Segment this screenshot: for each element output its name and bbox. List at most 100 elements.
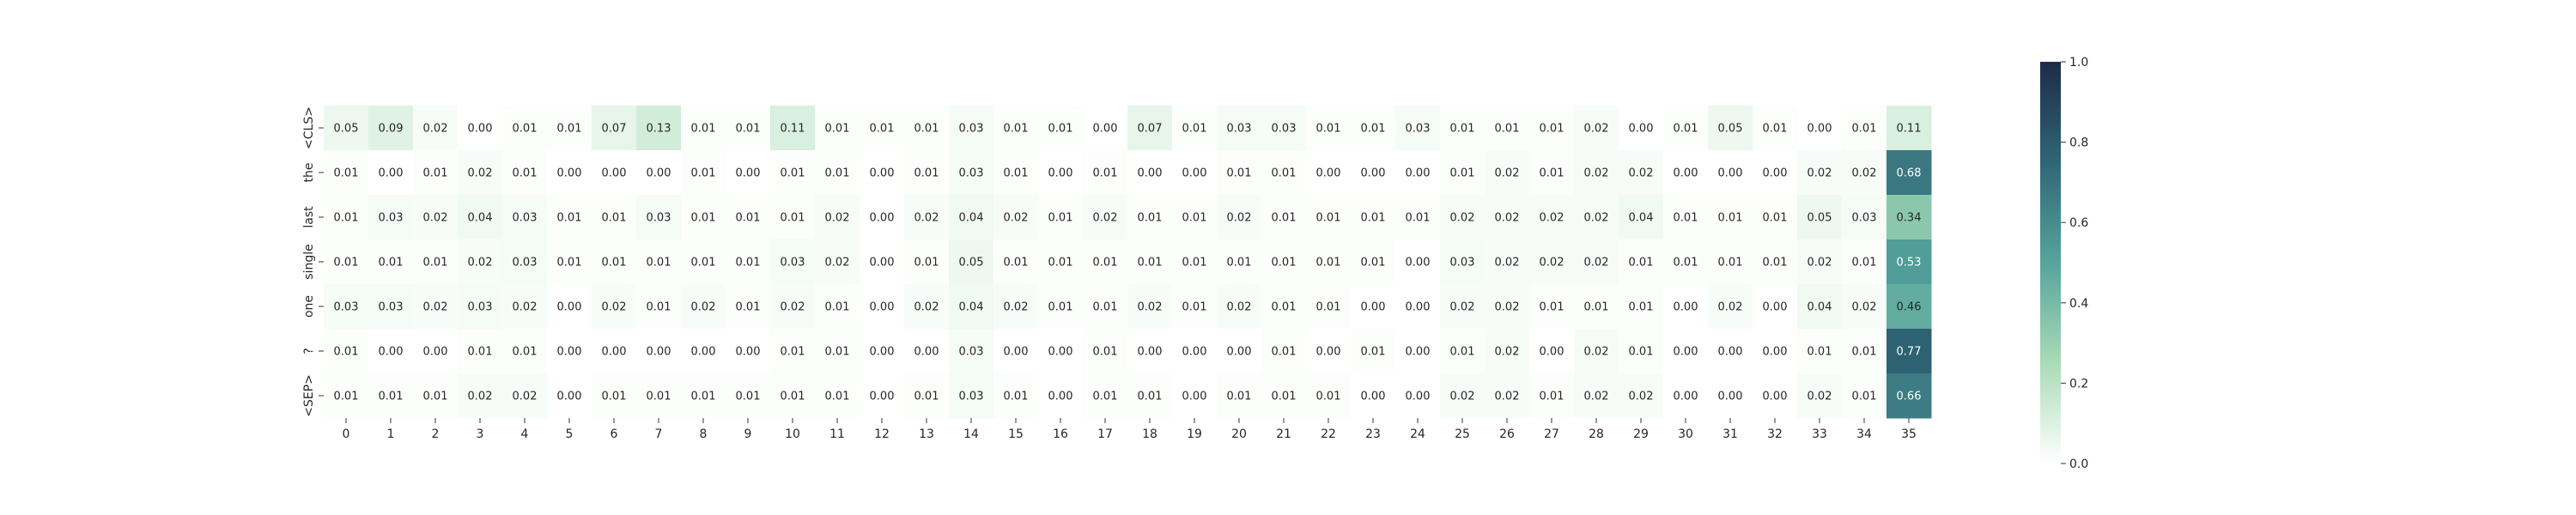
cell-value-label: 0.01 <box>1004 167 1029 180</box>
cell-value-label: 0.00 <box>602 346 627 359</box>
heatmap-cell <box>592 106 637 151</box>
cell-value-label: 0.01 <box>1138 391 1163 403</box>
heatmap-cell <box>502 150 548 196</box>
heatmap-cell <box>413 329 459 374</box>
cell-value-label: 0.01 <box>691 123 716 136</box>
heatmap-cell <box>1083 329 1128 374</box>
heatmap-cell <box>949 239 994 285</box>
heatmap-cell <box>681 373 726 419</box>
heatmap-cell <box>547 195 592 240</box>
heatmap-cell <box>1261 284 1307 330</box>
heatmap-cell <box>1038 150 1084 196</box>
cell-value-label: 0.01 <box>1763 257 1788 270</box>
cell-value-label: 0.01 <box>1763 212 1788 225</box>
heatmap-cell <box>458 195 503 240</box>
cell-value-label: 0.01 <box>736 212 761 225</box>
cell-value-label: 0.01 <box>1629 346 1654 359</box>
cell-value-label: 0.02 <box>781 301 805 314</box>
cell-value-label: 0.01 <box>1540 391 1564 403</box>
heatmap-cell <box>860 106 905 151</box>
cell-value-label: 0.02 <box>468 257 493 270</box>
heatmap-cell <box>1708 106 1753 151</box>
colorbar-tick-label: 0.0 <box>2069 457 2088 471</box>
cell-value-label: 0.00 <box>1182 167 1207 180</box>
heatmap-annotations: 0.05 0.09 0.02 0.00 0.01 0.01 0.07 0.13 0.01 0.01… <box>334 123 1922 403</box>
heatmap-cell <box>1440 329 1485 374</box>
cell-value-label: 0.01 <box>691 391 716 403</box>
heatmap-cell <box>1619 329 1664 374</box>
cell-value-label: 0.13 <box>647 123 671 136</box>
cell-value-label: 0.00 <box>1763 346 1788 359</box>
cell-value-label: 0.01 <box>825 346 850 359</box>
heatmap-cell <box>949 373 994 419</box>
cell-value-label: 0.02 <box>1227 301 1252 314</box>
cell-value-label: 0.03 <box>1227 123 1252 136</box>
heatmap-cell <box>1261 239 1307 285</box>
heatmap-cell <box>458 239 503 285</box>
cell-value-label: 0.01 <box>1450 167 1475 180</box>
heatmap-cell <box>1619 239 1664 285</box>
heatmap-cell <box>592 150 637 196</box>
heatmap-cell <box>1797 239 1843 285</box>
cell-value-label: 0.01 <box>1182 123 1207 136</box>
y-tick-label: last <box>302 206 316 228</box>
cell-value-label: 0.00 <box>1093 123 1118 136</box>
cell-value-label: 0.01 <box>1718 257 1743 270</box>
cell-value-label: 0.02 <box>825 212 850 225</box>
cell-value-label: 0.01 <box>1361 123 1386 136</box>
heatmap-cell <box>1485 195 1530 240</box>
heatmap-cell <box>1753 284 1798 330</box>
cell-value-label: 0.01 <box>781 391 805 403</box>
heatmap-cell <box>1886 373 1932 419</box>
heatmap-cell <box>368 329 414 374</box>
cell-value-label: 0.00 <box>1718 391 1743 403</box>
heatmap-cell <box>1127 106 1173 151</box>
cell-value-label: 0.03 <box>334 301 359 314</box>
cell-value-label: 0.02 <box>1495 257 1520 270</box>
heatmap-cell <box>1038 329 1084 374</box>
heatmap-cell <box>413 195 459 240</box>
heatmap-cell <box>324 239 369 285</box>
colorbar-tick-label: 0.2 <box>2069 377 2088 391</box>
cell-value-label: 0.03 <box>513 257 538 270</box>
cell-value-label: 0.01 <box>423 391 448 403</box>
cell-value-label: 0.01 <box>1361 346 1386 359</box>
heatmap-cell <box>1485 329 1530 374</box>
heatmap-cell <box>413 239 459 285</box>
heatmap-cell <box>815 195 860 240</box>
cell-value-label: 0.00 <box>1361 167 1386 180</box>
heatmap-cell <box>1753 329 1798 374</box>
heatmap-cell <box>324 329 369 374</box>
heatmap-cell <box>993 373 1039 419</box>
heatmap-cell <box>547 284 592 330</box>
x-tick-label: 15 <box>1008 427 1024 441</box>
heatmap-cell <box>1886 195 1932 240</box>
cell-value-label: 0.01 <box>736 391 761 403</box>
heatmap-cell <box>1306 195 1352 240</box>
heatmap-cell <box>368 150 414 196</box>
cell-value-label: 0.01 <box>1852 391 1877 403</box>
heatmap-cell <box>1127 150 1173 196</box>
cell-value-label: 0.01 <box>1182 301 1207 314</box>
cell-value-label: 0.02 <box>423 123 448 136</box>
heatmap-cell <box>1172 150 1218 196</box>
cell-value-label: 0.01 <box>1227 391 1252 403</box>
heatmap-cell <box>1663 150 1709 196</box>
x-tick-label: 12 <box>874 427 890 441</box>
heatmap-cell <box>993 329 1039 374</box>
heatmap-cell <box>1797 373 1843 419</box>
heatmap-cell <box>1485 150 1530 196</box>
cell-value-label: 0.01 <box>1763 123 1788 136</box>
x-tick-label: 7 <box>655 427 663 441</box>
heatmap-cell <box>1529 329 1575 374</box>
y-tick-label: single <box>302 244 316 279</box>
heatmap-cell <box>1619 150 1664 196</box>
heatmap-cell <box>860 150 905 196</box>
cell-value-label: 0.01 <box>691 257 716 270</box>
heatmap-cell <box>815 284 860 330</box>
cell-value-label: 0.01 <box>691 212 716 225</box>
x-axis: 0 1 2 3 4 5 6 7 8 9 10 11 12 13 14 15 16 17 18 19 20 21 22 23 24… <box>343 418 1917 441</box>
heatmap-cell <box>815 106 860 151</box>
cell-value-label: 0.01 <box>1361 257 1386 270</box>
cell-value-label: 0.01 <box>1048 212 1073 225</box>
